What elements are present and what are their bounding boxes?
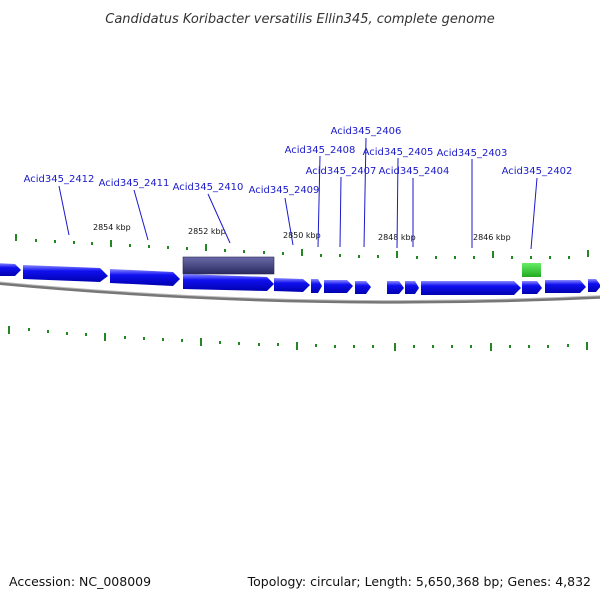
gene-feature[interactable] bbox=[23, 265, 108, 282]
gene-feature[interactable] bbox=[183, 274, 274, 291]
lower-tick-row bbox=[8, 326, 588, 351]
gene-feature[interactable] bbox=[110, 269, 180, 286]
gene-label-acid345-2404[interactable]: Acid345_2404 bbox=[379, 166, 450, 177]
selected-gene-feature[interactable] bbox=[182, 256, 275, 275]
gene-label-acid345-2402[interactable]: Acid345_2402 bbox=[502, 166, 573, 177]
gene-feature[interactable] bbox=[0, 263, 21, 276]
gene-label-acid345-2405[interactable]: Acid345_2405 bbox=[363, 147, 434, 158]
kbp-label: 2846 kbp bbox=[473, 233, 511, 242]
gene-feature[interactable] bbox=[588, 279, 600, 292]
highlighted-gene-feature[interactable] bbox=[522, 263, 541, 277]
gene-feature[interactable] bbox=[355, 281, 371, 294]
gene-label-acid345-2407[interactable]: Acid345_2407 bbox=[306, 166, 377, 177]
gene-feature[interactable] bbox=[421, 281, 521, 295]
gene-label-acid345-2410[interactable]: Acid345_2410 bbox=[173, 182, 244, 193]
kbp-label: 2850 kbp bbox=[283, 231, 321, 240]
gene-feature[interactable] bbox=[387, 281, 404, 294]
gene-feature[interactable] bbox=[324, 280, 353, 293]
gene-feature[interactable] bbox=[311, 279, 322, 293]
gene-label-acid345-2408[interactable]: Acid345_2408 bbox=[285, 145, 356, 156]
kbp-labels: 2854 kbp 2852 kbp 2850 kbp 2848 kbp 2846… bbox=[93, 223, 511, 242]
gene-label-acid345-2406[interactable]: Acid345_2406 bbox=[331, 126, 402, 137]
gene-labels: Acid345_2412 Acid345_2411 Acid345_2410 A… bbox=[24, 126, 573, 196]
upper-tick-row bbox=[15, 234, 589, 259]
genome-backbone bbox=[0, 281, 600, 304]
kbp-label: 2852 kbp bbox=[188, 227, 226, 236]
gene-label-acid345-2412[interactable]: Acid345_2412 bbox=[24, 174, 95, 185]
genome-stats-text: Topology: circular; Length: 5,650,368 bp… bbox=[247, 574, 591, 589]
gene-feature[interactable] bbox=[405, 281, 419, 294]
label-connectors bbox=[58, 137, 538, 250]
gene-label-acid345-2409[interactable]: Acid345_2409 bbox=[249, 185, 320, 196]
kbp-label: 2854 kbp bbox=[93, 223, 131, 232]
gene-feature[interactable] bbox=[545, 280, 586, 293]
gene-track bbox=[0, 256, 600, 295]
map-title: Candidatus Koribacter versatilis Ellin34… bbox=[105, 12, 494, 27]
gene-feature[interactable] bbox=[274, 278, 310, 292]
gene-feature[interactable] bbox=[522, 281, 542, 294]
accession-text: Accession: NC_008009 bbox=[9, 574, 151, 589]
gene-label-acid345-2411[interactable]: Acid345_2411 bbox=[99, 178, 170, 189]
gene-label-acid345-2403[interactable]: Acid345_2403 bbox=[437, 148, 508, 159]
